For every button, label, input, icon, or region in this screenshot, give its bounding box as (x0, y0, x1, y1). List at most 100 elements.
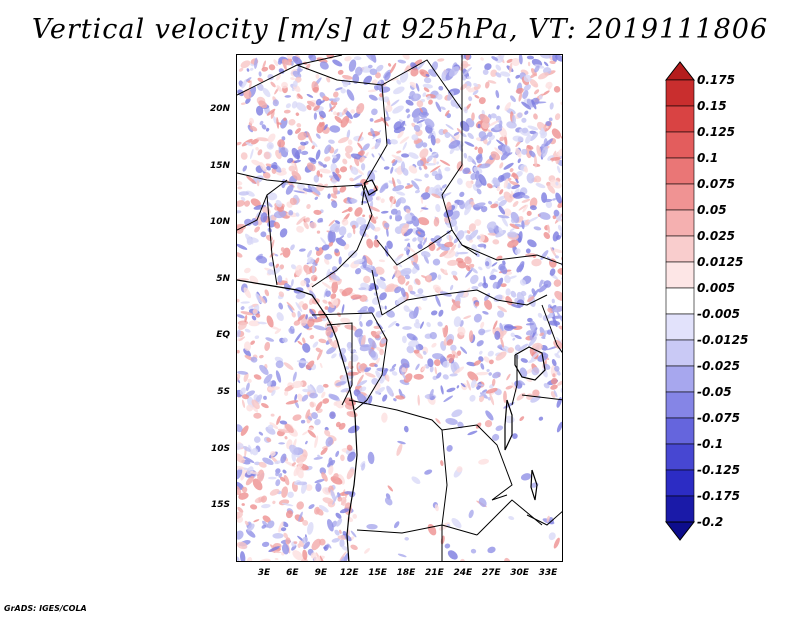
velocity-speckle (333, 91, 339, 98)
velocity-speckle (296, 360, 309, 364)
velocity-speckle (297, 131, 307, 141)
velocity-speckle (424, 163, 436, 166)
velocity-speckle (347, 139, 353, 145)
velocity-speckle (533, 333, 539, 339)
velocity-speckle (386, 309, 395, 318)
velocity-speckle (340, 454, 345, 462)
lake-chad (363, 179, 378, 196)
velocity-speckle (259, 354, 264, 359)
velocity-speckle (373, 227, 381, 232)
velocity-speckle (237, 298, 240, 303)
velocity-speckle (456, 178, 463, 185)
velocity-speckle (420, 71, 425, 75)
velocity-speckle (250, 340, 255, 345)
velocity-speckle (503, 162, 514, 170)
velocity-speckle (473, 82, 479, 87)
velocity-speckle (327, 336, 335, 348)
velocity-speckle (243, 341, 252, 351)
velocity-speckle (367, 306, 375, 314)
velocity-speckle (488, 372, 492, 376)
velocity-speckle (277, 428, 291, 434)
velocity-speckle (296, 123, 302, 128)
velocity-speckle (254, 57, 258, 69)
velocity-speckle (507, 347, 515, 354)
velocity-speckle (341, 545, 349, 551)
velocity-speckle (541, 336, 546, 340)
velocity-speckle (525, 330, 533, 336)
velocity-speckle (315, 98, 322, 106)
lat-tick-label: 5S (217, 387, 230, 397)
velocity-speckle (468, 96, 473, 102)
velocity-speckle (237, 556, 240, 561)
velocity-speckle (531, 367, 540, 376)
velocity-speckle (545, 120, 552, 127)
border-nigeria-cameroon (311, 184, 373, 288)
velocity-speckle (443, 395, 454, 403)
velocity-speckle (447, 259, 459, 266)
colorbar-swatch (665, 131, 695, 159)
velocity-speckle (457, 326, 466, 336)
velocity-speckle (293, 159, 302, 163)
velocity-speckle (525, 248, 531, 254)
velocity-speckle (244, 520, 249, 526)
velocity-speckle (409, 81, 419, 89)
velocity-speckle (370, 283, 375, 290)
velocity-speckle (538, 72, 549, 80)
velocity-speckle (369, 68, 378, 76)
velocity-speckle (527, 239, 537, 248)
velocity-speckle (481, 205, 488, 213)
lat-tick-label: 5N (216, 273, 230, 284)
velocity-speckle (510, 303, 521, 309)
colorbar-swatch (665, 105, 695, 133)
velocity-speckle (237, 530, 244, 540)
velocity-speckle (414, 178, 423, 182)
velocity-speckle (271, 267, 281, 275)
velocity-speckle (362, 143, 370, 151)
velocity-speckle (521, 198, 531, 203)
velocity-speckle (355, 268, 362, 275)
velocity-speckle (492, 239, 500, 245)
velocity-speckle (416, 100, 424, 108)
velocity-speckle (500, 283, 507, 288)
velocity-speckle (368, 337, 377, 349)
colorbar-level-label: -0.1 (697, 437, 724, 451)
velocity-speckle (313, 105, 320, 111)
velocity-speckle (453, 131, 460, 136)
velocity-speckle (561, 277, 562, 283)
velocity-speckle (495, 229, 507, 238)
velocity-speckle (278, 521, 284, 533)
velocity-speckle (522, 204, 529, 213)
velocity-speckle (260, 212, 268, 223)
velocity-speckle (264, 341, 271, 351)
velocity-speckle (263, 151, 271, 160)
velocity-speckle (257, 149, 263, 156)
velocity-speckle (487, 546, 496, 554)
velocity-speckle (512, 135, 524, 142)
velocity-speckle (406, 183, 411, 186)
velocity-speckle (380, 198, 385, 204)
velocity-speckle (258, 461, 267, 468)
velocity-speckle (531, 288, 536, 295)
velocity-speckle (463, 315, 472, 319)
velocity-speckle (246, 175, 257, 184)
velocity-speckle (345, 152, 352, 159)
velocity-speckle (359, 228, 367, 237)
velocity-speckle (484, 299, 493, 310)
velocity-speckle (262, 457, 274, 466)
velocity-speckle (324, 306, 329, 310)
velocity-speckle (462, 167, 471, 175)
velocity-speckle (410, 68, 419, 77)
velocity-speckle (339, 508, 350, 514)
velocity-speckle (448, 66, 460, 77)
velocity-speckle (333, 148, 339, 155)
colorbar-swatch (665, 157, 695, 185)
velocity-speckle (546, 515, 550, 523)
velocity-speckle (489, 274, 497, 281)
velocity-speckle (453, 366, 465, 375)
velocity-speckle (436, 372, 442, 379)
velocity-speckle (464, 256, 472, 265)
velocity-speckle (320, 237, 327, 245)
velocity-speckle (420, 196, 424, 204)
velocity-speckle (417, 243, 423, 250)
velocity-speckle (285, 400, 299, 405)
